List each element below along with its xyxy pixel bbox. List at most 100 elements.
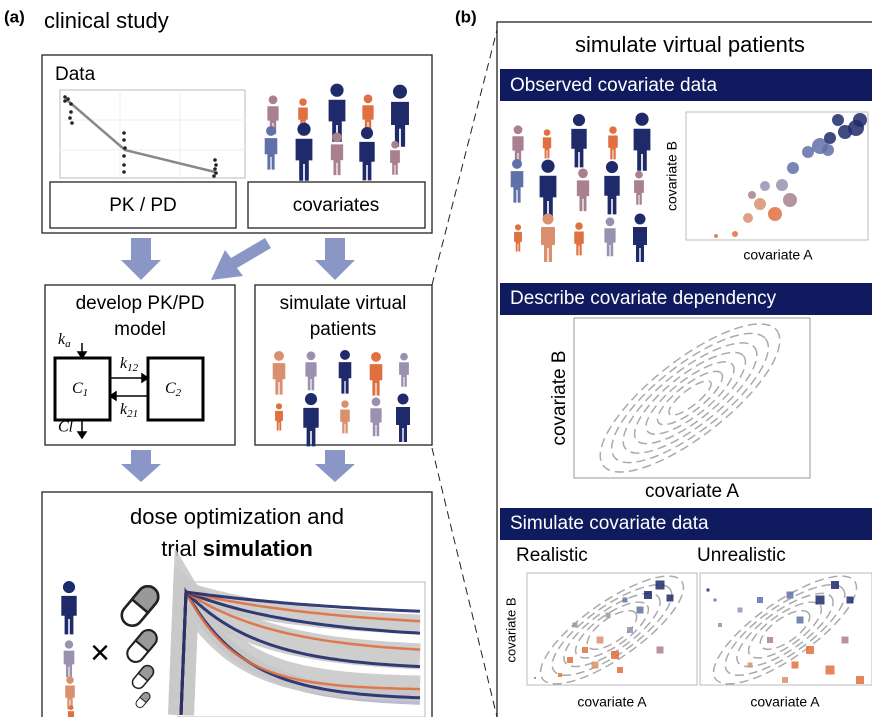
sim-point [572,622,578,628]
sim-point [796,616,804,624]
contour [724,584,846,676]
connector [431,447,498,717]
scatter-points [714,113,867,238]
sim-point [617,667,623,673]
sim-point [747,662,753,668]
compartment-label: C2 [165,380,182,399]
contour [645,361,735,435]
data-title: Data [55,64,96,85]
subtitle: Realistic [516,545,588,566]
y-label: covariate B [503,597,518,662]
scatter-point [783,193,797,207]
sim-point [534,677,536,679]
dose-curve [171,578,421,716]
arrow [315,238,355,280]
sim-point [656,646,664,654]
pk-point [213,167,217,171]
scatter-frame [685,111,869,241]
sim-point [767,637,773,643]
person [67,705,75,717]
sim-point [713,598,717,602]
pk-plot [59,89,246,179]
person [399,352,409,387]
person [541,213,555,262]
x-label: covariate A [645,481,739,502]
pk-point [214,163,218,167]
sim-point [737,607,743,613]
dose-title: dose optimization and [130,504,344,529]
sim-point [567,657,573,663]
rate-constant: ka [58,331,71,350]
sim-point [655,580,665,590]
person [370,397,382,437]
contour [656,370,724,426]
sim-point [782,677,788,683]
person [272,350,286,395]
pk-point [122,170,126,174]
contour [586,609,638,651]
pk-point [213,158,217,162]
scatter-point [714,234,718,238]
covariates-box [247,181,426,229]
model-title: develop PK/PD [76,293,205,314]
contours [599,323,781,473]
sim-frame [526,572,698,686]
x-label: covariate A [577,694,647,710]
contour [599,323,781,473]
dose-curve [179,590,421,716]
sim-point [605,612,611,618]
pk-point [70,121,74,125]
panel-label: (a) [4,7,25,26]
compartment [146,356,205,422]
pk-point [63,95,67,99]
dose-curve [179,589,421,716]
person [633,213,647,262]
person [295,122,313,181]
heading: Describe covariate dependency [510,288,777,309]
contour [610,332,770,464]
simulate-title: patients [310,319,377,340]
pill [134,690,152,710]
subtitle: Unrealistic [697,545,786,566]
sim-point [666,594,674,602]
contour [563,592,661,668]
scatter-point [787,162,799,174]
sim-point [791,661,799,669]
sim-frame [699,572,872,686]
person [633,112,651,171]
scatter-point [760,181,770,191]
person [539,159,557,218]
dose-curve [179,587,421,716]
person [604,161,620,215]
person [576,168,590,212]
model-box [44,284,236,446]
heading-bar [500,69,872,101]
pk-point [122,131,126,135]
pkpd-label: PK / PD [109,195,177,216]
arrow [121,238,161,280]
sim-points [534,575,864,685]
panel-b-box [496,21,872,717]
heading: Simulate covariate data [510,513,709,534]
pk-point [123,146,127,150]
covariates-label: covariates [293,195,380,216]
sim-point [757,597,763,603]
contour [539,575,685,685]
sim-point [596,636,604,644]
person [512,125,524,165]
scatter-point [832,114,844,126]
person [542,129,552,159]
scatter-point [754,198,766,210]
rate-constant: k21 [120,401,138,420]
scatter-point [822,144,834,156]
scatter-point [853,113,867,127]
scatter-point [802,146,814,158]
person [369,351,383,396]
pkpd-box [49,181,237,229]
sim-point [644,591,652,599]
dose-curve [168,565,421,716]
dose-curve [179,590,421,716]
heading-bar [500,283,872,315]
person [604,217,616,257]
connector [431,29,498,286]
